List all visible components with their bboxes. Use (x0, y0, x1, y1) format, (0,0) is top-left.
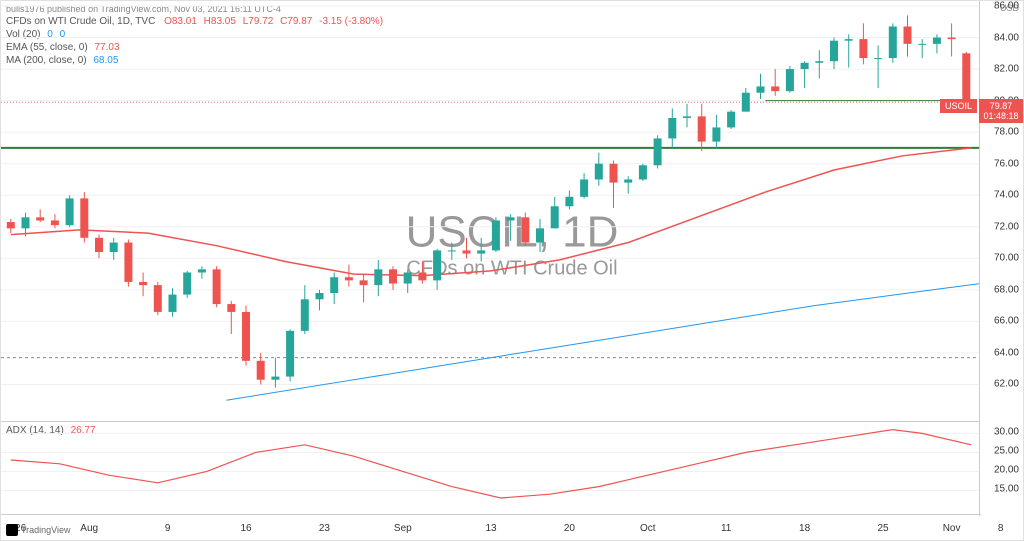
y-axis-label: 68.00 (994, 284, 1019, 295)
y-axis-label: 64.00 (994, 347, 1019, 358)
adx-y-label: 20.00 (994, 465, 1019, 476)
x-axis-label: Sep (394, 523, 412, 534)
tradingview-logo-icon (6, 524, 18, 536)
x-axis-label: 11 (721, 523, 731, 534)
x-axis-label: 9 (165, 523, 171, 534)
footer-text: TradingView (21, 525, 71, 535)
chart-container: bulls1976 published on TradingView.com, … (0, 0, 1024, 541)
y-axis-label: 62.00 (994, 379, 1019, 390)
x-axis-label: Aug (80, 523, 98, 534)
x-axis-label: 8 (998, 523, 1004, 534)
adx-y-label: 25.00 (994, 446, 1019, 457)
y-axis-label: 76.00 (994, 158, 1019, 169)
price-tag: 79.87 01:48:18 (979, 99, 1023, 123)
y-axis-label: 70.00 (994, 253, 1019, 264)
price-tag-countdown: 01:48:18 (979, 111, 1023, 121)
price-tag-price: 79.87 (979, 101, 1023, 111)
x-axis-label: 20 (564, 523, 575, 534)
x-axis-label: 13 (485, 523, 496, 534)
footer: TradingView (6, 524, 71, 536)
x-axis-label: Oct (640, 523, 656, 534)
adx-y-label: 30.00 (994, 427, 1019, 438)
y-axis-label: 66.00 (994, 316, 1019, 327)
symbol-tag: USOIL (940, 99, 977, 113)
y-axis-label: 84.00 (994, 32, 1019, 43)
x-axis-label: Nov (943, 523, 961, 534)
x-axis-label: 18 (799, 523, 810, 534)
x-axis[interactable]: 26Aug91623Sep1320Oct111825Nov8 TradingVi… (1, 514, 981, 540)
y-axis-label: 78.00 (994, 127, 1019, 138)
x-axis-label: 25 (877, 523, 888, 534)
y-axis-label: 74.00 (994, 190, 1019, 201)
x-axis-label: 16 (240, 523, 251, 534)
candlestick-svg (1, 1, 981, 421)
main-chart[interactable] (1, 1, 981, 421)
y-axis-label: 72.00 (994, 221, 1019, 232)
x-axis-label: 23 (319, 523, 330, 534)
adx-y-label: 15.00 (994, 484, 1019, 495)
y-axis-label: 86.00 (994, 1, 1019, 12)
symbol-tag-text: USOIL (945, 101, 972, 111)
adx-panel[interactable]: ADX (14, 14) 26.77 (1, 421, 981, 516)
y-axis-label: 82.00 (994, 64, 1019, 75)
y-axis[interactable]: USD 86.0084.0082.0080.0078.0076.0074.007… (979, 1, 1023, 516)
adx-svg (1, 422, 981, 517)
